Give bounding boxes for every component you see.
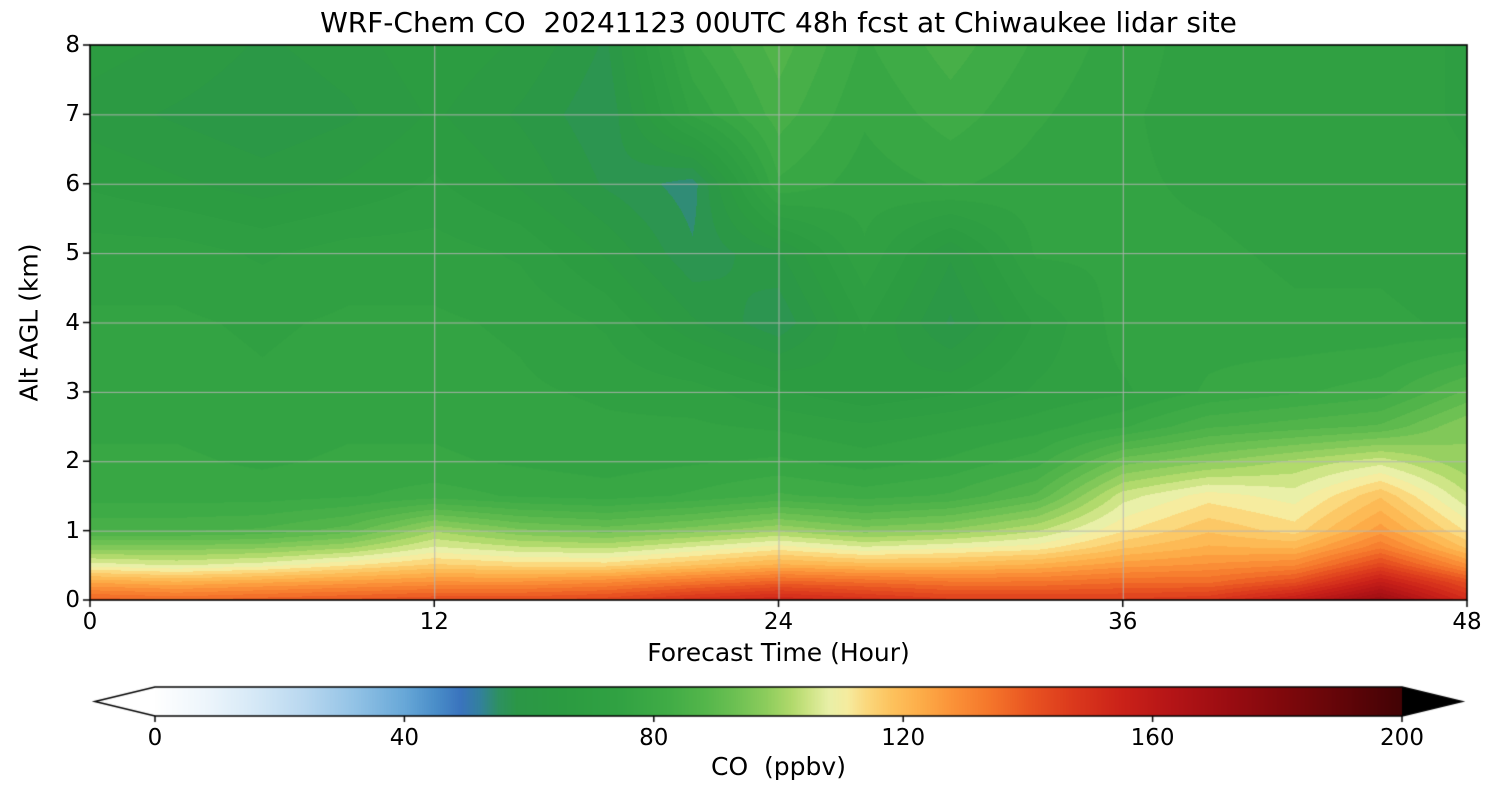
x-tick-label: 36 [1108,609,1138,635]
colorbar-tick-label: 0 [147,725,163,751]
x-tick-label: 12 [419,609,449,635]
x-tick-label: 48 [1452,609,1482,635]
y-tick-label: 0 [65,587,80,613]
colorbar-tick-label: 120 [881,725,926,751]
colorbar-tick-label: 80 [639,725,669,751]
y-tick-label: 2 [65,448,80,475]
colorbar-tick-label: 160 [1130,725,1175,751]
y-tick-label: 1 [65,517,80,544]
y-tick-label: 8 [65,32,80,58]
y-tick-label: 6 [65,170,80,197]
x-tick-label: 0 [82,609,98,635]
y-tick-label: 3 [65,378,80,405]
colorbar-tick-label: 200 [1380,725,1424,751]
chart-title: WRF-Chem CO 20241123 00UTC 48h fcst at C… [320,6,1237,39]
colorbar-label: CO (ppbv) [711,752,846,781]
y-tick-label: 4 [65,309,80,336]
y-tick-label: 7 [65,101,80,128]
y-tick-label: 5 [65,240,80,267]
colorbar-tick-label: 40 [389,725,420,751]
x-tick-label: 24 [763,609,794,635]
x-axis-label: Forecast Time (Hour) [647,638,910,667]
